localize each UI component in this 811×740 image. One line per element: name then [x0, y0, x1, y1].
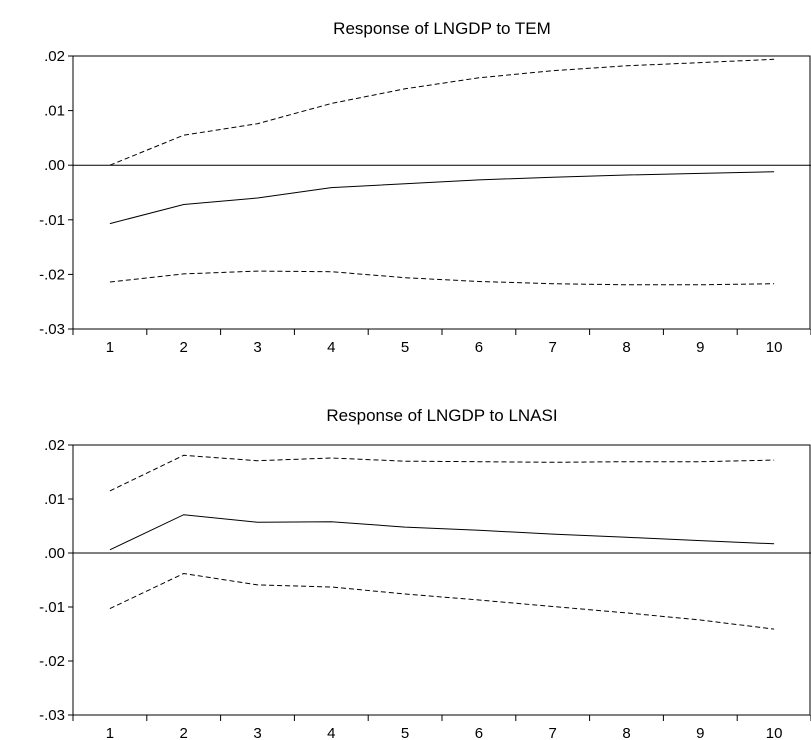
- y-tick-label: -.03: [39, 707, 65, 724]
- x-tick-label: 3: [253, 339, 261, 356]
- y-tick-label: .02: [44, 48, 65, 65]
- chart-panel-2: Response of LNGDP to LNASI .02 .01 .00 -.01 -…: [39, 406, 811, 740]
- x-tick-label: 10: [766, 725, 783, 740]
- x-tick-label: 6: [475, 339, 483, 356]
- y-tick-label: .00: [44, 545, 65, 562]
- y-tick-label: .00: [44, 157, 65, 174]
- x-tick-label: 1: [106, 725, 114, 740]
- impulse-response-line: [109, 514, 775, 551]
- plot-frame: [72, 444, 811, 716]
- x-tick-label: 7: [549, 725, 557, 740]
- x-tick-label: 5: [401, 725, 409, 740]
- x-tick-label: 8: [622, 339, 630, 356]
- y-tick-label: .01: [44, 491, 65, 508]
- x-tick-label: 5: [401, 339, 409, 356]
- x-tick-label: 1: [106, 339, 114, 356]
- upper-confidence-band-line: [109, 58, 775, 166]
- lower-confidence-band-line: [109, 270, 775, 286]
- impulse-response-line: [109, 171, 775, 225]
- x-tick-label: 2: [180, 339, 188, 356]
- x-tick-label: 2: [180, 725, 188, 740]
- x-tick-label: 4: [327, 725, 335, 740]
- y-tick-label: .01: [44, 103, 65, 120]
- chart-panel-1: Response of LNGDP to TEM .02 .01 .00 -.01 -.0…: [39, 19, 811, 356]
- y-tick-label: .02: [44, 437, 65, 454]
- y-tick-label: -.01: [39, 212, 65, 229]
- lower-confidence-band-line: [109, 572, 775, 630]
- y-tick-label: -.02: [39, 266, 65, 283]
- x-tick-label: 10: [766, 339, 783, 356]
- x-tick-label: 6: [475, 725, 483, 740]
- y-tick-label: -.01: [39, 599, 65, 616]
- x-tick-label: 3: [253, 725, 261, 740]
- x-tick-label: 7: [549, 339, 557, 356]
- chart-title: Response of LNGDP to TEM: [333, 19, 551, 38]
- plot-frame: [72, 55, 811, 330]
- x-tick-label: 9: [696, 725, 704, 740]
- x-tick-label: 9: [696, 339, 704, 356]
- y-tick-label: -.03: [39, 321, 65, 338]
- upper-confidence-band-line: [109, 454, 775, 492]
- y-tick-label: -.02: [39, 653, 65, 670]
- chart-title: Response of LNGDP to LNASI: [326, 406, 557, 425]
- x-tick-label: 4: [327, 339, 335, 356]
- x-tick-label: 8: [622, 725, 630, 740]
